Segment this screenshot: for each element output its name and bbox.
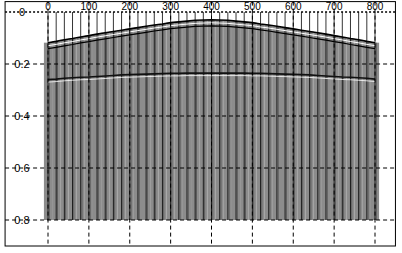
grid-line	[5, 64, 395, 65]
grid-line	[88, 2, 89, 246]
trace-wiggle	[261, 24, 262, 220]
trace-wiggle	[359, 40, 360, 220]
trace-wiggle	[57, 41, 58, 220]
trace-wiggle	[220, 20, 221, 220]
trace	[178, 12, 179, 220]
grid-line	[170, 2, 171, 246]
trace-wiggle	[229, 20, 230, 220]
trace-wiggle	[188, 21, 189, 220]
trace-wiggle	[376, 43, 377, 220]
trace-wiggle	[163, 24, 164, 220]
x-tick-label: 400	[203, 1, 220, 12]
frame	[5, 2, 395, 246]
trace-wiggle	[294, 29, 295, 220]
grid-line	[5, 116, 395, 117]
trace-wiggle	[270, 25, 271, 220]
grid-line	[48, 2, 49, 246]
trace-wiggle	[335, 36, 336, 220]
x-tick-label: 200	[121, 1, 138, 12]
grid-line	[293, 2, 294, 246]
trace-wiggle	[245, 22, 246, 220]
trace-wiggle	[180, 22, 181, 220]
trace	[276, 12, 277, 220]
trace	[317, 12, 318, 220]
x-tick-label: 600	[285, 1, 302, 12]
trace-wiggle	[327, 34, 328, 220]
trace-wiggle	[114, 32, 115, 221]
trace-wiggle	[310, 32, 311, 221]
y-tick-label: 0.6	[14, 162, 29, 174]
trace-wiggle	[351, 39, 352, 220]
trace	[72, 12, 73, 220]
trace	[325, 12, 326, 220]
trace-wiggle	[171, 23, 172, 220]
grid-line	[5, 168, 395, 169]
x-tick-label: 800	[367, 1, 384, 12]
grid-line	[129, 2, 130, 246]
trace-wiggle	[212, 20, 213, 220]
trace	[121, 12, 122, 220]
y-tick-label: 0.4	[14, 110, 29, 122]
trace-wiggle	[139, 28, 140, 220]
trace-wiggle	[65, 40, 66, 220]
trace-wiggle	[98, 34, 99, 220]
trace-wiggle	[49, 43, 50, 220]
trace-wiggle	[196, 20, 197, 220]
x-tick-label: 500	[244, 1, 261, 12]
grid-line	[252, 2, 253, 246]
trace	[219, 12, 220, 220]
trace-wiggle	[278, 26, 279, 220]
x-tick-label: 700	[326, 1, 343, 12]
x-tick-label: 0	[45, 1, 51, 12]
grid-line	[211, 2, 212, 246]
trace-wiggle	[106, 33, 107, 220]
grid-line	[5, 220, 395, 221]
y-tick-label: 0.2	[14, 58, 29, 70]
y-tick-label: 0	[19, 6, 25, 18]
trace-wiggle	[237, 21, 238, 220]
x-tick-label: 300	[162, 1, 179, 12]
trace-wiggle	[286, 28, 287, 220]
trace	[227, 12, 228, 220]
x-tick-label: 100	[81, 1, 98, 12]
trace-wiggle	[73, 39, 74, 220]
trace-wiggle	[122, 30, 123, 220]
chart: 0 100 200 300 400 500 600 700 800 0 0.2 0.4 0.6 0.8	[0, 0, 402, 253]
trace-wiggle	[131, 29, 132, 220]
trace-wiggle	[302, 30, 303, 220]
trace-wiggle	[368, 41, 369, 220]
grid-line	[334, 2, 335, 246]
trace	[268, 12, 269, 220]
grid-line	[375, 2, 376, 246]
trace-wiggle	[204, 20, 205, 220]
trace-wiggle	[319, 33, 320, 220]
trace-wiggle	[253, 23, 254, 220]
trace-wiggle	[147, 26, 148, 220]
y-tick-label: 0.8	[14, 214, 29, 226]
trace-wiggle	[90, 36, 91, 220]
trace-wiggle	[155, 25, 156, 220]
trace	[366, 12, 367, 220]
